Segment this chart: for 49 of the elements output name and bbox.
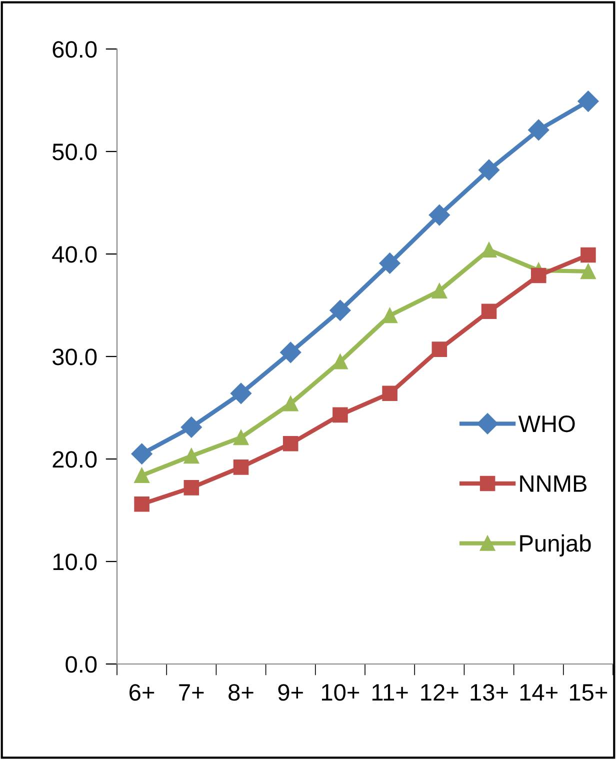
legend-label: Punjab: [520, 534, 591, 556]
x-tick-label: 13+: [470, 684, 508, 701]
x-tick-label: 15+: [570, 684, 608, 701]
point: [330, 300, 351, 321]
point: [578, 90, 599, 112]
point: [530, 268, 546, 284]
y-tick-label: 60.0: [52, 41, 97, 58]
point: [382, 308, 398, 324]
point: [282, 396, 298, 412]
legend-label: WHO: [518, 415, 575, 432]
point: [382, 386, 398, 402]
x-tick-label: 8+: [228, 684, 254, 701]
point: [432, 283, 448, 299]
point: [134, 468, 150, 484]
x-tick-label: 6+: [130, 684, 154, 701]
point: [184, 480, 200, 496]
y-tick-label: 0.0: [66, 656, 97, 673]
point: [131, 443, 152, 464]
point: [432, 342, 448, 357]
legend-label: NNMB: [520, 476, 587, 492]
point: [332, 354, 348, 370]
x-tick-label: 9+: [278, 684, 303, 701]
y-tick-label: 50.0: [52, 144, 97, 160]
point: [580, 264, 596, 280]
point: [280, 342, 302, 363]
y-tick-label: 40.0: [52, 246, 97, 263]
point: [428, 204, 450, 226]
point: [332, 407, 348, 423]
point: [184, 448, 200, 464]
point: [233, 460, 249, 475]
point: [481, 304, 497, 320]
y-tick-label: 30.0: [52, 348, 97, 366]
point: [379, 252, 400, 274]
point: [282, 436, 298, 452]
x-tick-label: 7+: [179, 684, 204, 701]
point: [134, 496, 150, 512]
point: [528, 119, 550, 140]
x-tick-label: 14+: [520, 684, 558, 701]
y-tick-label: 20.0: [52, 451, 97, 468]
point: [580, 247, 596, 263]
point: [180, 416, 202, 438]
point: [481, 242, 497, 258]
x-tick-label: 11+: [372, 684, 408, 701]
point: [230, 382, 252, 404]
x-tick-label: 12+: [421, 684, 458, 701]
y-tick-label: 10.0: [53, 554, 97, 570]
point: [478, 159, 500, 180]
point: [233, 430, 249, 446]
x-tick-label: 10+: [322, 684, 360, 701]
